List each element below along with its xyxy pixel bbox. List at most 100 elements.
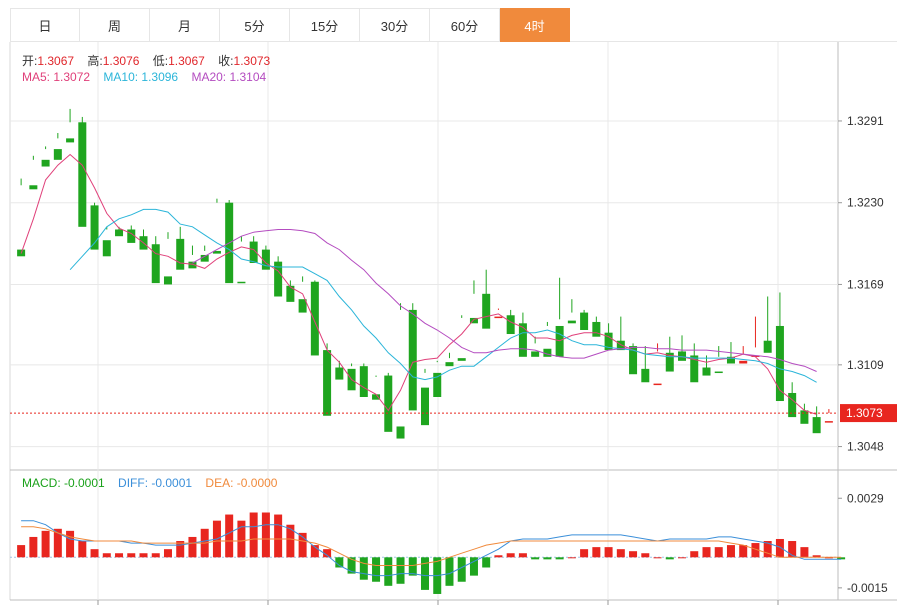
- ma10-line: [69, 208, 817, 383]
- macd-bar-negative: [372, 557, 381, 582]
- macd-bar-negative: [543, 557, 552, 560]
- candle-down: [788, 392, 797, 418]
- macd-bar-positive: [225, 514, 234, 558]
- candle-down: [408, 309, 417, 411]
- ohlc-legend: 开:1.3067 高:1.3076 低:1.3067 收:1.3073: [22, 52, 280, 69]
- macd-bar-positive: [592, 547, 601, 558]
- macd-bar-negative: [531, 557, 540, 560]
- diff-value: DIFF: -0.0001: [118, 476, 193, 490]
- close-label: 收:: [218, 54, 234, 68]
- macd-bar-positive: [653, 557, 662, 559]
- macd-bar-positive: [775, 538, 784, 558]
- macd-bar-negative: [445, 557, 454, 586]
- macd-bar-positive: [751, 543, 760, 558]
- macd-legend: MACD: -0.0001 DIFF: -0.0001 DEA: -0.0000: [22, 476, 287, 490]
- candle-down: [127, 229, 136, 243]
- candle-down: [261, 249, 270, 270]
- candle-down: [812, 417, 821, 434]
- candle-down: [592, 321, 601, 337]
- macd-bar-positive: [702, 547, 711, 558]
- low-label: 低:: [152, 54, 169, 68]
- macd-bar-positive: [604, 547, 613, 558]
- ma20-line: [192, 229, 817, 372]
- candle-down: [66, 138, 75, 143]
- candle-down: [543, 348, 552, 357]
- dea-value: DEA: -0.0000: [205, 476, 278, 490]
- candle-down: [457, 358, 466, 361]
- macd-bar-positive: [616, 549, 625, 558]
- macd-bar-positive: [678, 557, 687, 559]
- diff-line: [21, 520, 842, 577]
- tab-15min[interactable]: 15分: [290, 8, 360, 42]
- macd-bar-positive: [824, 557, 833, 559]
- macd-bar-positive: [763, 541, 772, 558]
- macd-bar-positive: [17, 545, 26, 558]
- tab-day[interactable]: 日: [10, 8, 80, 42]
- tab-4hour[interactable]: 4时: [500, 8, 570, 42]
- macd-bar-negative: [482, 557, 491, 568]
- macd-bar-positive: [90, 549, 99, 558]
- macd-bar-positive: [494, 555, 503, 558]
- macd-bar-negative: [555, 557, 564, 560]
- macd-bar-positive: [151, 553, 160, 558]
- macd-bar-positive: [812, 555, 821, 558]
- tab-divider: [570, 41, 897, 42]
- candle-down: [286, 285, 295, 302]
- candle-down: [237, 281, 246, 284]
- candle-down: [629, 346, 638, 375]
- candle-down: [555, 325, 564, 357]
- macd-bar-positive: [163, 549, 172, 558]
- macd-bar-positive: [580, 549, 589, 558]
- timeframe-tabs: 日 周 月 5分 15分 30分 60分 4时: [10, 8, 570, 42]
- candle-down: [298, 299, 307, 313]
- macd-bar-negative: [384, 557, 393, 586]
- candle-down: [616, 340, 625, 351]
- macd-bar-positive: [261, 512, 270, 558]
- macd-bar-positive: [237, 520, 246, 558]
- candle-up: [494, 316, 503, 319]
- macd-bar-positive: [788, 541, 797, 558]
- tab-month[interactable]: 月: [150, 8, 220, 42]
- tab-30min[interactable]: 30分: [360, 8, 430, 42]
- macd-bar-positive: [249, 512, 258, 558]
- ma10-legend: MA10: 1.3096: [103, 70, 179, 84]
- candle-down: [580, 312, 589, 330]
- macd-bar-positive: [506, 553, 515, 558]
- candle-down: [714, 371, 723, 374]
- macd-bar-positive: [102, 553, 111, 558]
- candle-down: [188, 261, 197, 269]
- tab-week[interactable]: 周: [80, 8, 150, 42]
- ma5-legend: MA5: 1.3072: [22, 70, 91, 84]
- price-tick-label: 1.3169: [847, 277, 884, 291]
- macd-tick-label: 0.0029: [847, 491, 884, 505]
- macd-bar-positive: [127, 553, 136, 558]
- candle-down: [78, 122, 87, 227]
- candle-down: [29, 185, 38, 190]
- macd-bar-negative: [665, 557, 674, 560]
- macd-bar-positive: [66, 530, 75, 558]
- macd-bar-negative: [837, 557, 846, 560]
- tab-60min[interactable]: 60分: [430, 8, 500, 42]
- candle-down: [800, 410, 809, 424]
- last-price-tag: [840, 404, 897, 423]
- macd-bar-negative: [335, 557, 344, 568]
- candle-down: [274, 261, 283, 297]
- candle-down: [567, 320, 576, 324]
- candle-down: [396, 426, 405, 439]
- candle-up: [751, 355, 760, 357]
- candle-down: [249, 241, 258, 263]
- candle-down: [775, 325, 784, 402]
- candle-down: [359, 366, 368, 397]
- tab-5min[interactable]: 5分: [220, 8, 290, 42]
- candle-down: [531, 351, 540, 357]
- macd-bar-positive: [41, 530, 50, 558]
- macd-bar-positive: [298, 532, 307, 558]
- candle-down: [506, 315, 515, 335]
- macd-bar-positive: [176, 541, 185, 558]
- price-tick-label: 1.3291: [847, 114, 884, 128]
- candle-down: [151, 244, 160, 284]
- macd-bar-positive: [641, 553, 650, 558]
- macd-bar-positive: [29, 536, 38, 558]
- macd-bar-positive: [286, 524, 295, 558]
- macd-bar-positive: [115, 553, 124, 558]
